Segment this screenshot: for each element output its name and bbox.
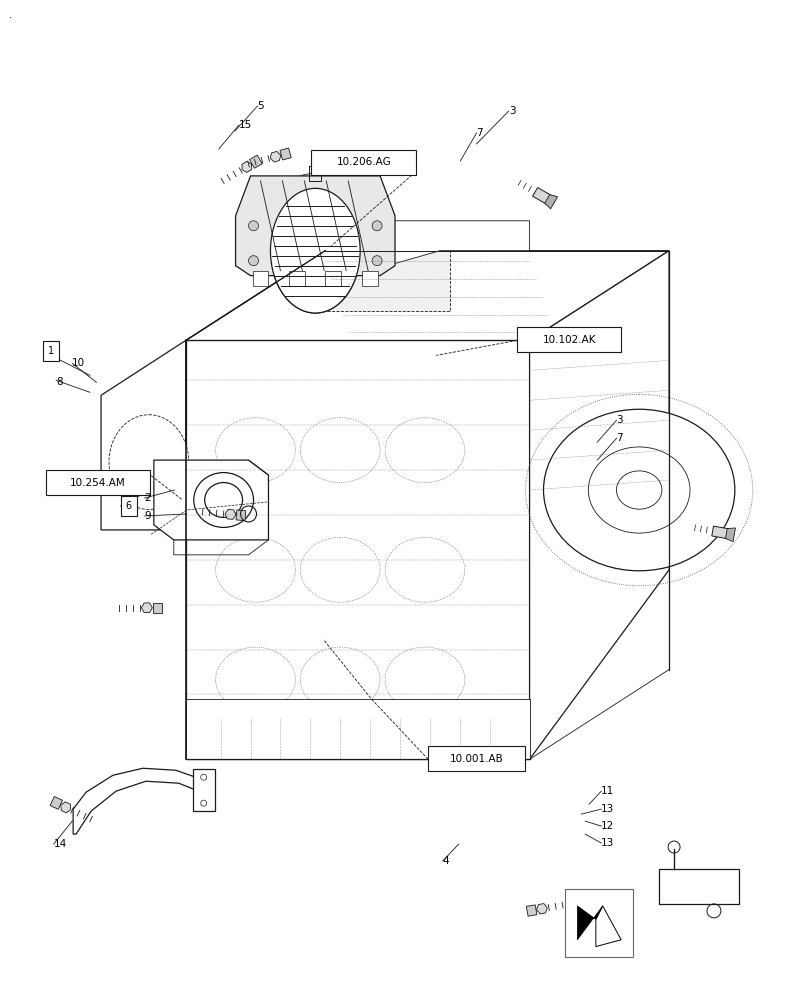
Polygon shape [270, 151, 281, 162]
Text: 10.001.AB: 10.001.AB [449, 754, 503, 764]
Text: 6: 6 [125, 501, 132, 511]
Text: 15: 15 [239, 120, 252, 130]
Circle shape [668, 841, 680, 853]
Text: 3: 3 [509, 106, 516, 116]
Polygon shape [242, 161, 251, 172]
Text: 1: 1 [48, 346, 54, 356]
Polygon shape [280, 148, 291, 160]
Bar [659, 869, 739, 904]
Polygon shape [154, 460, 268, 540]
Polygon shape [225, 509, 236, 519]
Polygon shape [537, 904, 547, 914]
Ellipse shape [617, 471, 662, 509]
Text: 10.206.AG: 10.206.AG [336, 157, 391, 167]
Text: ·: · [10, 13, 12, 23]
Text: 12: 12 [601, 821, 615, 831]
Polygon shape [101, 340, 186, 530]
Polygon shape [236, 510, 246, 521]
Polygon shape [529, 251, 669, 759]
Polygon shape [250, 155, 263, 168]
Text: 7: 7 [617, 433, 623, 443]
Text: 13: 13 [601, 838, 615, 848]
Bar [289, 271, 305, 286]
Polygon shape [186, 340, 529, 759]
Polygon shape [50, 796, 62, 809]
Text: 9: 9 [145, 511, 151, 521]
Bar [120, 496, 137, 516]
Text: 2: 2 [145, 493, 151, 503]
Bar [565, 889, 633, 957]
Ellipse shape [290, 173, 340, 198]
Text: 10.102.AK: 10.102.AK [542, 335, 595, 345]
Polygon shape [326, 251, 450, 311]
Text: 10.254.AM: 10.254.AM [70, 478, 126, 488]
Ellipse shape [271, 188, 360, 313]
Polygon shape [526, 905, 537, 916]
Polygon shape [186, 699, 529, 759]
Polygon shape [370, 221, 529, 271]
Polygon shape [545, 195, 558, 209]
Polygon shape [74, 768, 211, 834]
Text: 8: 8 [56, 377, 63, 387]
Circle shape [249, 256, 259, 266]
Bar [193, 769, 215, 811]
Polygon shape [712, 526, 730, 539]
Text: 13: 13 [601, 804, 615, 814]
Ellipse shape [544, 409, 734, 571]
Polygon shape [236, 176, 395, 276]
Text: 14: 14 [53, 839, 67, 849]
Ellipse shape [109, 415, 189, 509]
Text: 5: 5 [258, 101, 264, 111]
Bar [311, 150, 416, 175]
Circle shape [372, 256, 382, 266]
Ellipse shape [204, 483, 242, 517]
Polygon shape [61, 802, 71, 813]
Ellipse shape [588, 447, 690, 533]
Circle shape [249, 221, 259, 231]
Bar [517, 327, 621, 352]
Ellipse shape [194, 473, 254, 527]
Polygon shape [578, 906, 603, 940]
Bar [253, 271, 268, 286]
Bar [362, 271, 378, 286]
Bar [44, 341, 59, 361]
Polygon shape [153, 603, 162, 613]
Polygon shape [532, 188, 551, 204]
Bar [326, 271, 341, 286]
Bar [46, 470, 150, 495]
Polygon shape [186, 251, 669, 340]
Polygon shape [141, 603, 153, 612]
Circle shape [372, 221, 382, 231]
Ellipse shape [271, 188, 360, 313]
Text: 7: 7 [477, 128, 483, 138]
Text: 3: 3 [617, 415, 623, 425]
Bar [428, 746, 524, 771]
Polygon shape [726, 528, 735, 542]
Text: 11: 11 [601, 786, 615, 796]
Text: 4: 4 [443, 856, 449, 866]
Text: 10: 10 [72, 358, 86, 368]
